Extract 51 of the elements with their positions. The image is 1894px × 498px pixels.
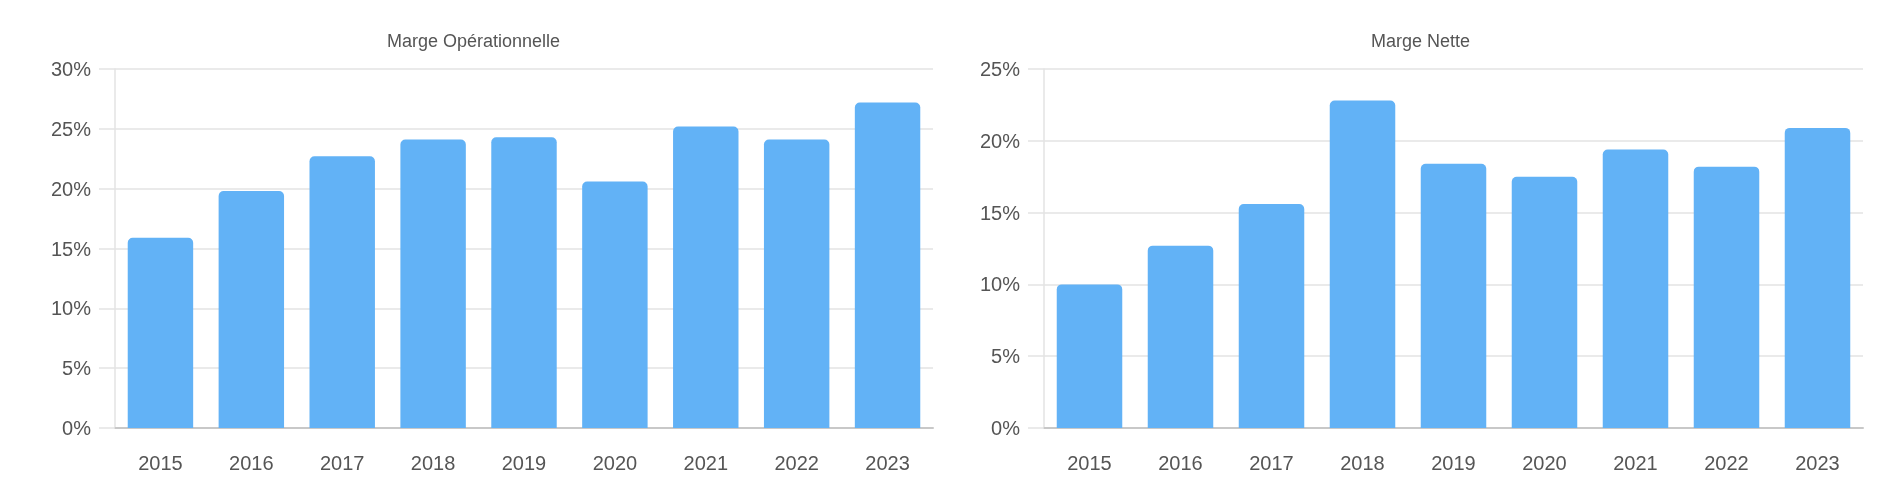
y-tick-label: 25%	[979, 58, 1021, 80]
x-tick-label: 2022	[774, 452, 819, 474]
bar	[1329, 100, 1396, 428]
bar	[1238, 203, 1305, 428]
bar	[309, 156, 375, 428]
x-tick-label: 2020	[592, 452, 638, 474]
bar	[1056, 284, 1123, 428]
x-tick-label: 2018	[1340, 452, 1385, 474]
x-tick-label: 2021	[1613, 452, 1658, 474]
x-tick-label: 2023	[865, 452, 910, 474]
bar	[1420, 163, 1487, 428]
y-tick-label: 20%	[50, 177, 92, 200]
x-tick-label: 2015	[138, 452, 183, 474]
bar	[491, 137, 557, 428]
x-tick-label: 2022	[1704, 452, 1749, 474]
x-tick-label: 2019	[501, 452, 547, 474]
bar	[673, 126, 739, 428]
bar	[1511, 176, 1578, 428]
chart-title: Marge Nette	[1370, 31, 1471, 51]
bar	[127, 237, 194, 428]
x-tick-label: 2016	[229, 452, 274, 474]
x-tick-label: 2016	[1158, 452, 1203, 474]
bar	[854, 102, 921, 428]
y-tick-label: 10%	[50, 297, 92, 320]
x-tick-label: 2020	[1522, 452, 1567, 474]
y-tick-label: 5%	[991, 345, 1021, 368]
bar	[218, 191, 285, 428]
bar	[1147, 245, 1214, 428]
x-tick-label: 2021	[683, 452, 729, 474]
bar	[763, 139, 830, 428]
bar	[400, 139, 466, 428]
x-tick-label: 2017	[1249, 452, 1294, 474]
bar	[1693, 166, 1760, 428]
y-tick-label: 0%	[62, 417, 92, 439]
y-tick-label: 25%	[50, 117, 92, 140]
y-tick-label: 10%	[979, 273, 1021, 296]
x-tick-label: 2015	[1067, 452, 1112, 474]
bar	[1784, 127, 1851, 428]
y-tick-label: 20%	[979, 129, 1021, 152]
x-tick-label: 2018	[410, 452, 456, 474]
y-tick-label: 15%	[979, 201, 1021, 224]
chart-title: Marge Opérationnelle	[386, 31, 561, 51]
x-tick-label: 2017	[319, 452, 365, 474]
bar	[582, 181, 648, 428]
y-tick-label: 30%	[50, 58, 92, 80]
y-tick-label: 5%	[62, 357, 92, 380]
y-tick-label: 0%	[991, 417, 1021, 439]
bar	[1602, 149, 1669, 428]
y-tick-label: 15%	[50, 237, 92, 260]
x-tick-label: 2023	[1795, 452, 1840, 474]
x-tick-label: 2019	[1431, 452, 1476, 474]
